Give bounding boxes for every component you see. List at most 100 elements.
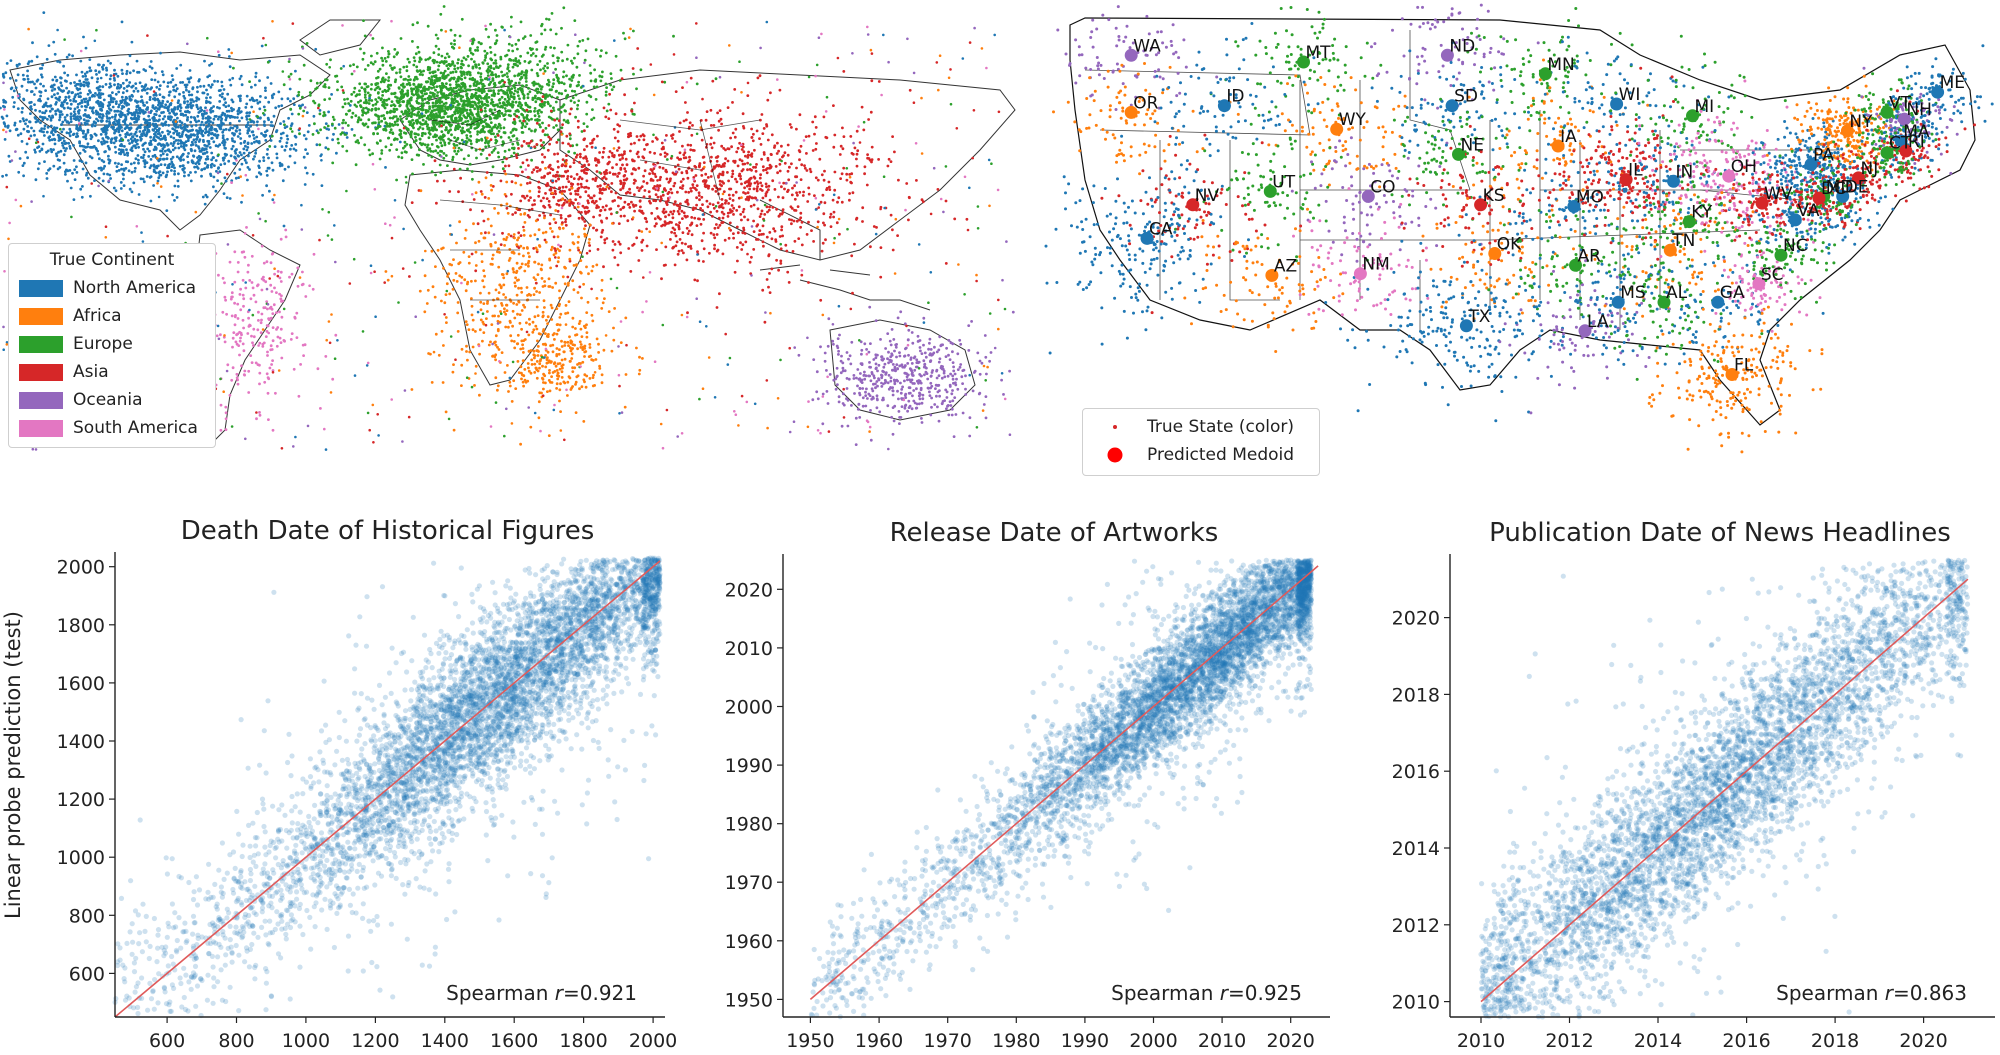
scatter-point <box>599 567 606 573</box>
scatter-point <box>519 632 525 639</box>
scatter-point <box>378 802 384 808</box>
scatter-point <box>521 665 527 671</box>
scatter-point <box>397 755 404 761</box>
scatter-point <box>589 603 596 609</box>
scatter-point <box>539 628 545 634</box>
scatter-point <box>263 1007 269 1013</box>
scatter-point <box>492 749 498 755</box>
scatter-point <box>178 980 184 987</box>
scatter-point <box>322 896 328 902</box>
scatter-point <box>369 769 375 775</box>
scatter-point <box>352 790 358 796</box>
scatter-point <box>445 866 452 872</box>
scatter-point <box>505 706 511 713</box>
scatter-point <box>449 830 455 837</box>
scatter-point <box>127 929 133 935</box>
scatter-point <box>263 770 269 776</box>
scatter-point <box>513 698 519 705</box>
scatter-point <box>539 873 546 879</box>
scatter-point <box>488 814 494 821</box>
scatter-point <box>521 714 527 720</box>
scatter-point <box>354 738 360 744</box>
scatter-point <box>346 886 352 893</box>
scatter-point <box>251 930 257 936</box>
scatter-point <box>287 924 294 931</box>
scatter-point <box>444 916 450 923</box>
state-label: MO <box>1576 188 1604 208</box>
scatter-point <box>534 711 540 717</box>
scatter-point <box>356 834 362 840</box>
scatter-point <box>621 737 627 744</box>
scatter-point <box>567 579 573 585</box>
scatter-point <box>163 1001 170 1007</box>
scatter-point <box>528 871 534 877</box>
scatter-point <box>339 860 345 866</box>
scatter-point <box>513 691 519 698</box>
scatter-point <box>414 734 420 741</box>
scatter-point <box>543 742 549 749</box>
scatter-point <box>122 997 129 1003</box>
scatter-point <box>590 679 596 685</box>
scatter-point <box>357 614 363 620</box>
scatter-point <box>280 861 286 867</box>
state-label: WY <box>1339 110 1367 130</box>
scatter-point <box>229 949 235 956</box>
scatter-point <box>431 818 437 825</box>
scatter-point <box>328 876 334 883</box>
scatter-point <box>413 793 419 799</box>
medoid-nh: NH <box>1897 100 1932 126</box>
medoid-wa: WA <box>1124 36 1161 62</box>
scatter-point <box>352 666 358 672</box>
scatter-point <box>518 738 524 744</box>
scatter-point <box>565 652 571 658</box>
scatter-point <box>245 765 251 771</box>
scatter-point <box>223 952 229 958</box>
scatter-point <box>183 972 189 978</box>
state-label: MD <box>1826 177 1854 197</box>
scatter-point <box>299 850 305 856</box>
scatter-point <box>452 676 458 683</box>
scatter-point <box>632 597 638 603</box>
scatter-point <box>545 606 552 612</box>
scatter-point <box>554 569 560 575</box>
scatter-point <box>238 717 244 723</box>
scatter-point <box>484 739 490 745</box>
scatter-point <box>371 749 377 756</box>
scatter-point <box>292 903 298 909</box>
scatter-point <box>503 675 509 681</box>
scatter-point <box>417 697 423 703</box>
scatter-point <box>327 770 333 776</box>
scatter-point <box>523 595 529 601</box>
scatter-point <box>351 794 357 800</box>
medoid-nd: ND <box>1440 36 1475 62</box>
scatter-point <box>368 928 374 934</box>
scatter-point <box>181 929 187 935</box>
scatter-point <box>382 817 388 823</box>
scatter-point <box>489 725 495 732</box>
scatter-point <box>377 854 383 860</box>
scatter-point <box>267 893 273 899</box>
scatter-point <box>600 646 606 652</box>
scatter-point <box>449 837 455 843</box>
scatter-point <box>267 918 273 924</box>
scatter-point <box>594 558 600 564</box>
scatter-point <box>431 675 437 681</box>
scatter-point <box>568 650 574 657</box>
scatter-point <box>410 614 416 620</box>
scatter-point <box>169 856 175 862</box>
scatter-point <box>345 968 351 974</box>
scatter-point <box>319 800 325 806</box>
scatter-point <box>236 831 242 837</box>
state-label: MI <box>1695 97 1715 117</box>
scatter-point <box>602 571 608 577</box>
scatter-point <box>317 853 323 859</box>
scatter-point <box>510 819 516 825</box>
scatter-point <box>350 891 356 897</box>
scatter-point <box>641 673 647 680</box>
scatter-point <box>641 777 647 784</box>
scatter-point <box>259 909 265 915</box>
scatter-point <box>483 800 489 806</box>
scatter-point <box>508 666 514 672</box>
scatter-point <box>555 810 561 816</box>
